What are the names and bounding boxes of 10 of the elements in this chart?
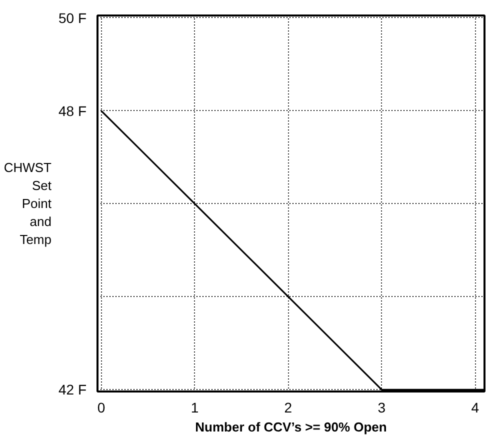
y-tick-label: 50 F <box>58 10 86 26</box>
x-tick-label: 4 <box>471 400 480 416</box>
x-tick-label: 3 <box>378 400 386 416</box>
y-tick-label: 42 F <box>58 382 86 398</box>
x-tick-label: 1 <box>190 400 199 416</box>
x-axis-title: Number of CCV’s >= 90% Open <box>195 420 387 434</box>
y-axis-title: CHWST Set Point and Temp <box>4 160 52 247</box>
x-tick-label: 2 <box>284 400 292 416</box>
y-tick-label: 48 F <box>58 102 86 119</box>
x-tick-label: 0 <box>97 400 106 416</box>
